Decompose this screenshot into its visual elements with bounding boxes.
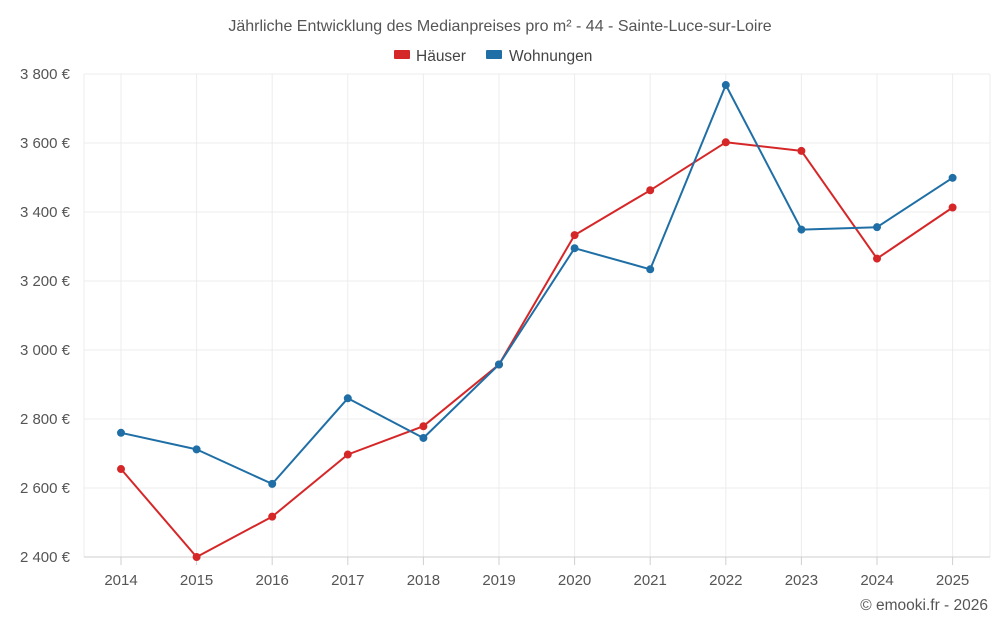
series-line-apartments <box>120 84 954 485</box>
data-point-apartments[interactable] <box>343 394 352 403</box>
x-tick-label: 2016 <box>256 572 289 589</box>
x-tick-label: 2017 <box>331 572 364 589</box>
data-point-apartments[interactable] <box>721 81 730 90</box>
x-tick-label: 2024 <box>860 572 893 589</box>
data-point-apartments[interactable] <box>570 244 579 253</box>
y-tick-label: 3 400 € <box>20 204 71 221</box>
x-tick-label: 2015 <box>180 572 213 589</box>
data-point-houses[interactable] <box>873 254 881 263</box>
y-tick-label: 2 600 € <box>20 480 71 497</box>
x-tick-label: 2022 <box>709 572 742 589</box>
data-point-apartments[interactable] <box>948 173 957 182</box>
y-tick-label: 2 800 € <box>20 411 71 428</box>
data-point-houses[interactable] <box>570 231 579 240</box>
y-tick-label: 2 400 € <box>20 549 71 566</box>
x-tick-label: 2020 <box>558 572 591 589</box>
y-tick-label: 3 600 € <box>20 135 71 152</box>
data-point-apartments[interactable] <box>646 265 655 274</box>
data-point-houses[interactable] <box>721 138 730 147</box>
y-tick-label: 3 800 € <box>20 66 71 83</box>
data-point-houses[interactable] <box>948 203 957 212</box>
data-point-houses[interactable] <box>419 422 428 431</box>
series-group <box>117 81 957 561</box>
y-axis: 2 400 € 2 600 € 2 800 € 3 000 € 3 200 € 3 400… <box>20 66 71 566</box>
legend-label-houses: Häuser <box>416 48 466 65</box>
x-tick-label: 2021 <box>634 572 667 589</box>
x-tick-label: 2019 <box>482 572 515 589</box>
grid <box>83 73 991 558</box>
data-point-houses[interactable] <box>117 465 125 474</box>
legend-swatch-apartments <box>486 50 502 59</box>
x-axis: 2014 2015 2016 2017 2018 2019 2020 2021 2022 2023… <box>84 556 990 589</box>
data-point-apartments[interactable] <box>419 433 428 442</box>
data-point-houses[interactable] <box>646 186 655 195</box>
data-point-apartments[interactable] <box>797 225 806 234</box>
data-point-apartments[interactable] <box>117 428 125 437</box>
data-point-apartments[interactable] <box>268 479 277 488</box>
legend-label-apartments: Wohnungen <box>509 48 592 65</box>
x-tick-label: 2023 <box>785 572 818 589</box>
data-point-houses[interactable] <box>797 146 806 155</box>
x-tick-label: 2025 <box>936 572 969 589</box>
data-point-apartments[interactable] <box>873 223 881 232</box>
data-point-houses[interactable] <box>343 450 352 459</box>
data-point-houses[interactable] <box>192 553 201 561</box>
legend-item-houses[interactable]: Häuser <box>394 48 466 65</box>
y-tick-label: 3 000 € <box>20 342 71 359</box>
x-tick-label: 2014 <box>104 572 137 589</box>
data-point-apartments[interactable] <box>495 360 503 369</box>
x-tick-label: 2018 <box>407 572 440 589</box>
y-tick-label: 3 200 € <box>20 273 71 290</box>
data-point-houses[interactable] <box>268 512 277 521</box>
legend-swatch-houses <box>394 50 410 59</box>
series-line-houses <box>120 141 954 558</box>
data-point-apartments[interactable] <box>192 445 201 454</box>
legend-item-apartments[interactable]: Wohnungen <box>486 48 592 65</box>
legend: Häuser Wohnungen <box>394 48 592 65</box>
chart-title: Jährliche Entwicklung des Medianpreises … <box>228 18 771 35</box>
credit-text: © emooki.fr - 2026 <box>860 597 988 614</box>
